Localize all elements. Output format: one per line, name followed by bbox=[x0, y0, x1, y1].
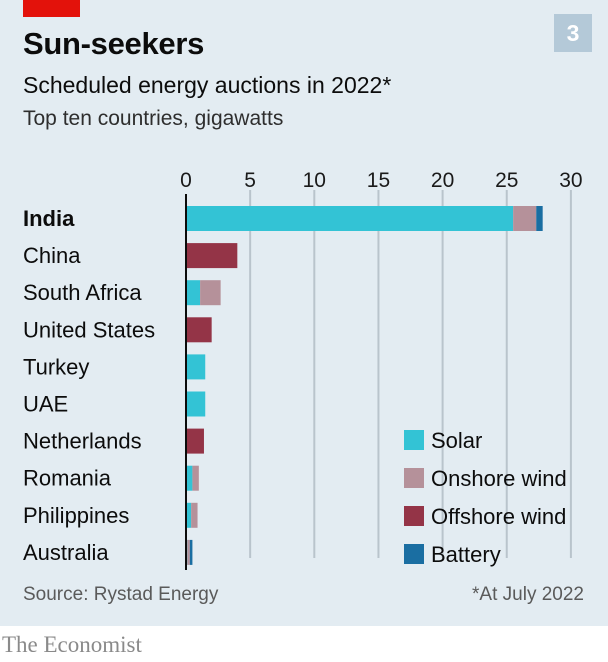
category-label: Romania bbox=[23, 466, 112, 491]
legend-label: Offshore wind bbox=[431, 504, 566, 529]
category-label: China bbox=[23, 243, 81, 268]
bar-segment-solar bbox=[186, 502, 192, 528]
footnote: *At July 2022 bbox=[472, 584, 584, 605]
legend-swatch bbox=[404, 506, 424, 526]
x-tick-label: 15 bbox=[367, 169, 390, 192]
chart-title: Sun-seekers bbox=[23, 26, 205, 61]
bar-segment-onshore-wind bbox=[192, 465, 199, 491]
legend-label: Battery bbox=[431, 542, 501, 567]
bar-segment-battery bbox=[189, 539, 193, 565]
bar-segment-solar bbox=[186, 206, 514, 231]
x-tick-label: 10 bbox=[303, 169, 326, 192]
legend-swatch bbox=[404, 544, 424, 564]
bar-segment-battery bbox=[536, 206, 543, 231]
category-label: Netherlands bbox=[23, 429, 142, 454]
bar-segment-onshore-wind bbox=[187, 539, 190, 565]
chart-number-badge: 3 bbox=[554, 14, 592, 52]
stacked-bar-chart: 0 5 10 15 20 25 30 India China South Africa United… bbox=[23, 169, 583, 570]
x-tick-label: 0 bbox=[180, 169, 192, 192]
bar-segment-onshore-wind bbox=[191, 502, 198, 528]
bar-segment-offshore-wind bbox=[186, 428, 204, 454]
legend-swatch bbox=[404, 430, 424, 450]
bar-segment-onshore-wind bbox=[513, 206, 537, 231]
legend-label: Solar bbox=[431, 428, 482, 453]
legend-swatch bbox=[404, 468, 424, 488]
category-label: South Africa bbox=[23, 280, 142, 305]
x-tick-label: 5 bbox=[244, 169, 256, 192]
legend-label: Onshore wind bbox=[431, 466, 567, 491]
bar-segment-offshore-wind bbox=[186, 317, 212, 343]
chart-subtitle: Scheduled energy auctions in 2022* bbox=[23, 72, 392, 98]
bar-segment-solar bbox=[186, 391, 206, 417]
category-label: United States bbox=[23, 317, 155, 342]
bar-segment-offshore-wind bbox=[186, 243, 238, 269]
bar-segment-solar bbox=[186, 280, 201, 306]
brand-red-tag bbox=[23, 0, 80, 17]
source-note: Source: Rystad Energy bbox=[23, 584, 219, 605]
x-tick-label: 25 bbox=[495, 169, 518, 192]
x-tick-label: 30 bbox=[559, 169, 582, 192]
category-label: Turkey bbox=[23, 354, 89, 379]
category-label: India bbox=[23, 206, 75, 231]
bar-segment-solar bbox=[186, 465, 193, 491]
publisher-logo: The Economist bbox=[2, 632, 142, 657]
category-label: Australia bbox=[23, 540, 109, 565]
category-label: UAE bbox=[23, 392, 68, 417]
bar-segment-solar bbox=[186, 354, 206, 380]
chart-units-note: Top ten countries, gigawatts bbox=[23, 107, 284, 130]
x-tick-label: 20 bbox=[431, 169, 454, 192]
category-label: Philippines bbox=[23, 503, 129, 528]
bar-segment-onshore-wind bbox=[200, 280, 221, 306]
